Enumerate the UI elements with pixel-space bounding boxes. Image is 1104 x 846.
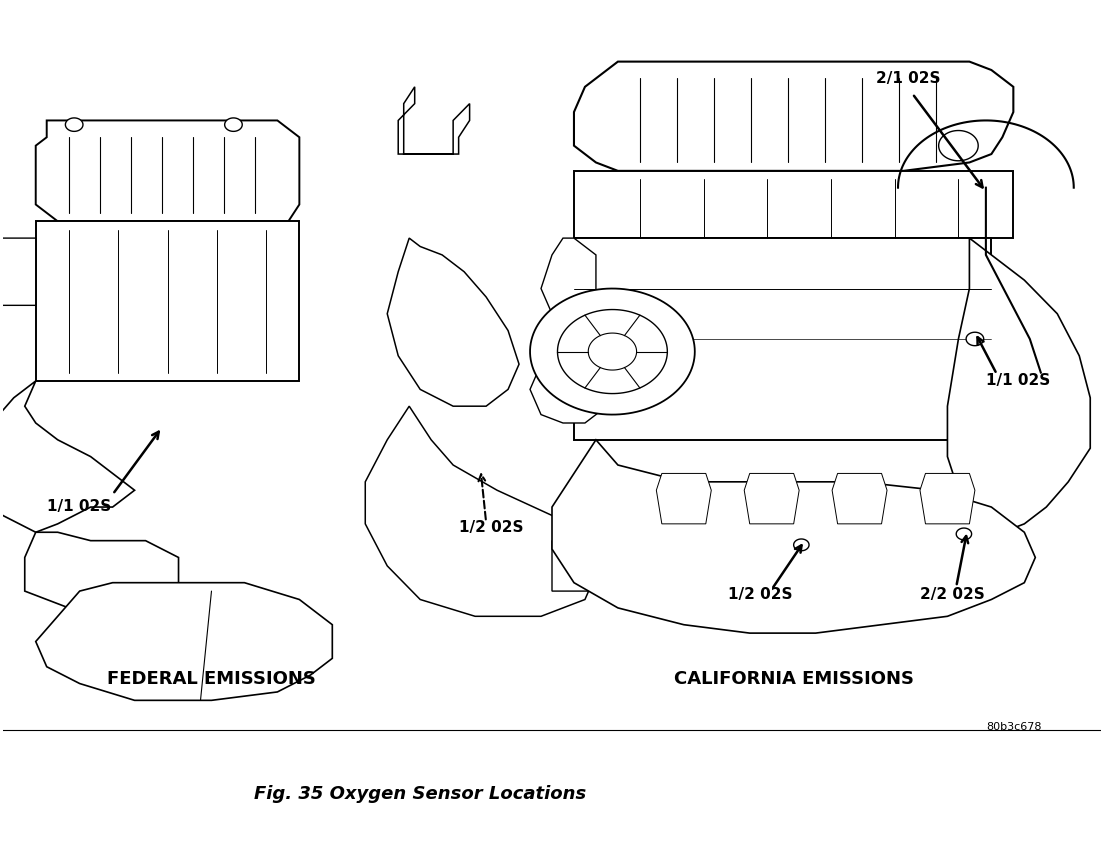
Polygon shape: [399, 87, 469, 154]
Polygon shape: [657, 474, 711, 524]
Text: 80b3c678: 80b3c678: [986, 722, 1041, 733]
Polygon shape: [225, 118, 242, 131]
Polygon shape: [0, 381, 135, 532]
Text: Fig. 35 Oxygen Sensor Locations: Fig. 35 Oxygen Sensor Locations: [254, 785, 586, 803]
Polygon shape: [966, 332, 984, 346]
Polygon shape: [35, 583, 332, 700]
Text: 1/1 02S: 1/1 02S: [986, 373, 1050, 388]
Text: CALIFORNIA EMISSIONS: CALIFORNIA EMISSIONS: [673, 670, 914, 689]
Polygon shape: [794, 539, 809, 551]
Text: FEDERAL EMISSIONS: FEDERAL EMISSIONS: [107, 670, 316, 689]
Text: 1/2 02S: 1/2 02S: [458, 520, 523, 536]
Polygon shape: [530, 322, 618, 423]
Polygon shape: [552, 541, 618, 591]
Polygon shape: [574, 238, 991, 440]
Polygon shape: [552, 440, 1036, 633]
Polygon shape: [541, 238, 596, 314]
Polygon shape: [365, 406, 596, 616]
Polygon shape: [24, 532, 179, 616]
Polygon shape: [947, 238, 1091, 532]
Polygon shape: [65, 118, 83, 131]
Text: 1/1 02S: 1/1 02S: [46, 499, 112, 514]
Polygon shape: [35, 120, 299, 222]
Polygon shape: [956, 528, 972, 540]
Polygon shape: [35, 222, 299, 381]
Polygon shape: [574, 171, 1013, 238]
Polygon shape: [588, 333, 637, 370]
Text: 2/1 02S: 2/1 02S: [877, 70, 941, 85]
Polygon shape: [832, 474, 887, 524]
Text: 2/2 02S: 2/2 02S: [920, 587, 985, 602]
Polygon shape: [744, 474, 799, 524]
Text: 1/2 02S: 1/2 02S: [728, 587, 793, 602]
Polygon shape: [388, 238, 519, 406]
Polygon shape: [0, 238, 35, 305]
Polygon shape: [574, 62, 1013, 171]
Polygon shape: [530, 288, 694, 415]
Polygon shape: [558, 310, 667, 393]
Polygon shape: [938, 130, 978, 161]
Polygon shape: [920, 474, 975, 524]
